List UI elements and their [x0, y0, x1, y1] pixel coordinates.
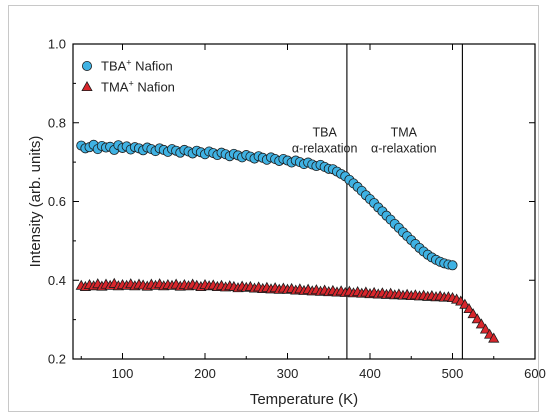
x-tick-label: 200 — [194, 366, 216, 381]
legend-marker-tma — [81, 80, 93, 92]
legend-label-tba: TBA+ Nafion — [101, 58, 173, 74]
y-tick-label: 0.4 — [48, 273, 66, 288]
y-tick-label: 0.2 — [48, 352, 66, 367]
y-axis-title: Intensity (arb. units) — [27, 136, 44, 268]
data-point — [475, 318, 487, 329]
x-axis-title: Temperature (K) — [250, 391, 358, 408]
series-tma — [75, 277, 500, 343]
x-tick-label: 400 — [359, 366, 381, 381]
data-point — [479, 323, 492, 334]
annotations: TBA α-relaxation TMA α-relaxation — [292, 126, 437, 156]
data-point — [471, 313, 483, 324]
y-tick-label: 0.6 — [48, 194, 66, 209]
legend: TBA+ Nafion TMA+ Nafion — [81, 58, 175, 95]
figure-border — [8, 5, 539, 412]
plot-area — [73, 44, 535, 359]
x-tick-label: 300 — [277, 366, 299, 381]
data-point — [488, 332, 500, 343]
y-tick-label: 1.0 — [48, 37, 66, 52]
y-axis: 0.2 0.4 0.6 0.8 1.0 — [48, 37, 535, 367]
series-tba — [76, 139, 458, 271]
legend-marker-tba — [82, 61, 93, 72]
x-tick-label: 500 — [442, 366, 464, 381]
annotation-1: TMA α-relaxation — [371, 126, 437, 156]
annotation-0: TBA α-relaxation — [292, 126, 358, 156]
y-tick-label: 0.8 — [48, 115, 66, 130]
x-tick-label: 600 — [524, 366, 546, 381]
data-series — [75, 139, 500, 343]
data-point — [447, 260, 458, 271]
data-point — [463, 302, 475, 314]
data-point — [467, 308, 479, 319]
x-tick-label: 100 — [112, 366, 134, 381]
legend-label-tma: TMA+ Nafion — [101, 79, 175, 95]
x-axis: 100 200 300 400 500 600 — [80, 44, 546, 381]
